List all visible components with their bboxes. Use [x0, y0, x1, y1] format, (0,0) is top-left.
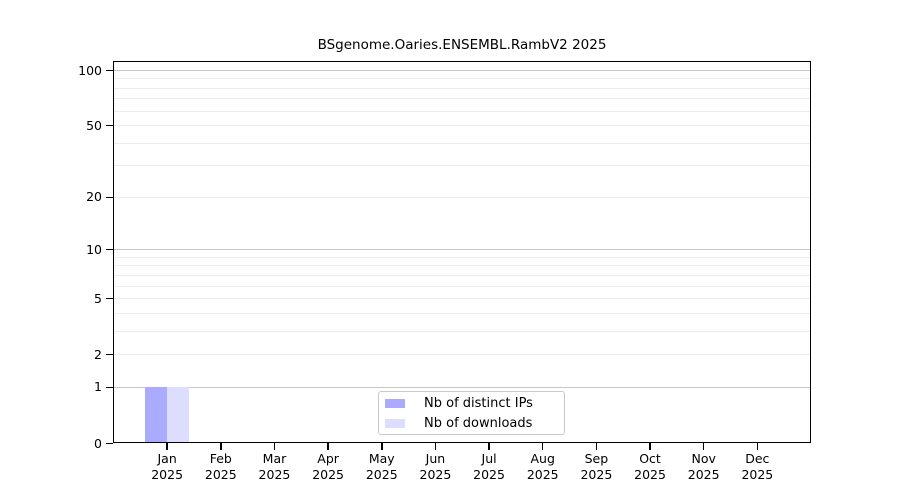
gridline-major: [114, 386, 810, 389]
x-tick-label-line: 2025: [151, 467, 184, 482]
x-tick-label: Dec 2025: [729, 451, 785, 483]
x-tick-label: Aug 2025: [515, 451, 571, 483]
x-tick-label-line: 2025: [741, 467, 774, 482]
x-tick-label-line: 2025: [258, 467, 291, 482]
x-tick: [756, 443, 759, 450]
x-tick-label-line: Mar: [262, 451, 287, 466]
gridline-minor: [114, 354, 810, 356]
legend-label-downloads: Nb of downloads: [424, 415, 533, 431]
y-tick-label: 1: [94, 379, 102, 395]
y-tick: [106, 124, 113, 127]
y-tick: [106, 442, 113, 445]
x-tick-label: Jun 2025: [407, 451, 463, 483]
legend-swatch-distinct-ips: [385, 398, 405, 408]
x-tick-label-line: 2025: [365, 467, 398, 482]
x-tick-label: Jan 2025: [139, 451, 195, 483]
x-tick-label-line: Feb: [209, 451, 232, 466]
x-tick-label-line: 2025: [312, 467, 345, 482]
gridline-minor: [114, 274, 810, 276]
bar-downloads-jan: [167, 387, 189, 444]
x-tick-label-line: Apr: [317, 451, 339, 466]
legend-label-distinct-ips: Nb of distinct IPs: [424, 395, 533, 411]
x-tick: [649, 443, 651, 450]
gridline-minor: [114, 256, 810, 258]
y-tick-label: 5: [94, 290, 102, 306]
gridline-minor: [114, 125, 810, 127]
x-tick-label-line: 2025: [526, 467, 559, 482]
gridline-minor: [114, 165, 810, 167]
y-tick-label: 50: [86, 117, 102, 133]
bar-distinct-ips-jan: [145, 387, 168, 444]
gridline-minor: [114, 330, 810, 332]
x-tick-label-line: Oct: [639, 451, 661, 466]
y-tick: [106, 196, 113, 199]
plot-frame: [113, 61, 811, 443]
x-tick-label: Oct 2025: [622, 451, 678, 483]
x-tick-label-line: 2025: [419, 467, 452, 482]
gridline-minor: [114, 87, 810, 89]
gridline-minor: [114, 142, 810, 144]
chart-title: BSgenome.Oaries.ENSEMBL.RambV2 2025: [317, 37, 607, 53]
gridline-minor: [114, 312, 810, 314]
x-tick: [166, 443, 168, 450]
x-tick: [327, 443, 329, 450]
gridline-major: [114, 248, 810, 251]
x-tick-label: May 2025: [354, 451, 410, 483]
x-tick-label-line: 2025: [204, 467, 237, 482]
x-tick-label-line: Dec: [745, 451, 770, 466]
x-tick-label-line: 2025: [473, 467, 505, 482]
y-tick-label: 100: [78, 62, 102, 78]
gridline-minor: [114, 265, 810, 267]
y-tick: [106, 69, 113, 72]
x-tick-label-line: Nov: [691, 451, 716, 466]
x-tick-label-line: 2025: [687, 467, 720, 482]
x-tick-label-line: Jan: [157, 451, 177, 466]
y-tick-label: 10: [86, 241, 102, 257]
gridline-minor: [114, 98, 810, 100]
x-tick-label-line: Jul: [481, 451, 497, 466]
y-tick-label: 0: [94, 435, 102, 451]
x-tick-label-line: Jun: [425, 451, 446, 466]
y-tick-label: 20: [86, 189, 102, 205]
x-tick-label-line: 2025: [580, 467, 613, 482]
y-tick: [106, 297, 113, 300]
x-tick: [541, 443, 544, 450]
gridline-minor: [114, 285, 810, 287]
legend-swatch-downloads: [385, 418, 405, 428]
x-tick-label-line: 2025: [634, 467, 666, 482]
x-tick: [220, 443, 222, 450]
y-tick: [106, 386, 113, 389]
x-tick-label: Sep 2025: [568, 451, 624, 483]
y-tick-label: 2: [94, 346, 102, 362]
x-tick-label: Nov 2025: [676, 451, 732, 483]
gridline-major: [114, 69, 810, 72]
x-tick: [488, 443, 490, 450]
gridline-minor: [114, 110, 810, 112]
legend-row: Nb of downloads: [385, 415, 564, 432]
x-tick: [434, 443, 437, 450]
x-tick-label: Apr 2025: [300, 451, 356, 483]
y-tick: [106, 248, 113, 251]
legend-row: Nb of distinct IPs: [385, 395, 564, 412]
x-tick-label: Mar 2025: [246, 451, 302, 483]
x-tick-label: Jul 2025: [461, 451, 517, 483]
x-tick-label-line: Sep: [584, 451, 609, 466]
y-tick: [106, 353, 113, 356]
x-tick: [702, 443, 705, 450]
gridline-minor: [114, 196, 810, 198]
gridline-minor: [114, 78, 810, 80]
x-tick: [273, 443, 276, 450]
gridline-minor: [114, 298, 810, 300]
x-tick: [595, 443, 598, 450]
x-tick: [381, 443, 383, 450]
x-tick-label-line: Aug: [530, 451, 555, 466]
x-tick-label-line: May: [368, 451, 395, 466]
x-tick-label: Feb 2025: [193, 451, 249, 483]
legend: Nb of distinct IPs Nb of downloads: [378, 391, 565, 435]
